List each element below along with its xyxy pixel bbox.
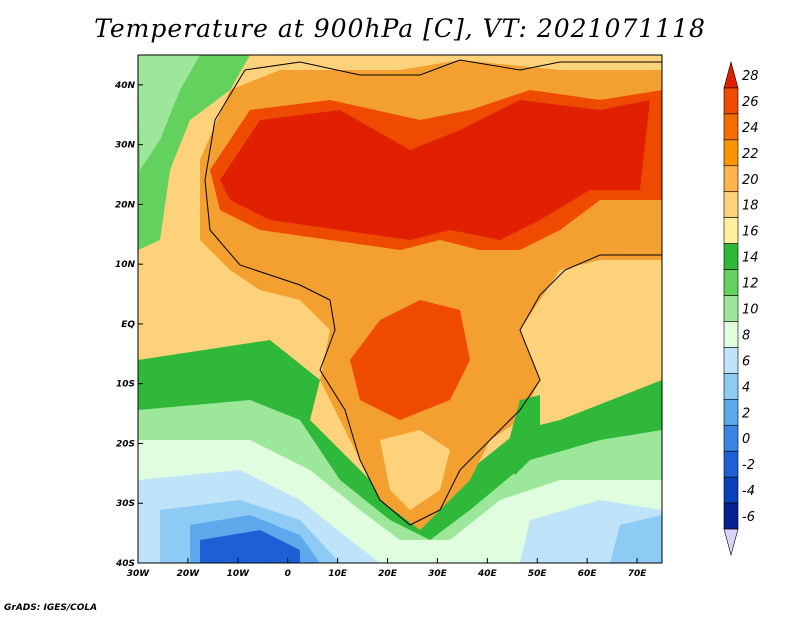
colorbar-label: 14	[742, 251, 759, 266]
colorbar-swatch	[723, 450, 739, 478]
x-tick-label: 60E	[578, 569, 598, 579]
colorbar-label: 4	[742, 380, 750, 395]
x-tick-label: 40E	[477, 569, 498, 579]
y-tick-label: 30N	[115, 141, 136, 151]
colorbar-label: 18	[742, 199, 759, 214]
colorbar-label: 0	[742, 432, 750, 447]
colorbar-swatch	[723, 139, 739, 167]
y-tick-label: EQ	[121, 320, 135, 330]
colorbar-label: 10	[742, 303, 759, 318]
x-tick-label: 20W	[177, 569, 201, 579]
colorbar-label: 28	[742, 69, 759, 84]
colorbar-label: 20	[742, 173, 759, 188]
colorbar-swatch	[723, 113, 739, 141]
colorbar-swatch	[723, 295, 739, 322]
x-tick-label: 20E	[378, 569, 398, 579]
x-tick-label: 70E	[628, 569, 648, 579]
colorbar-label: 6	[742, 354, 750, 369]
x-tick-label: 10W	[227, 569, 251, 579]
colorbar-swatch	[723, 165, 739, 193]
colorbar-swatch	[723, 269, 739, 296]
y-tick-label: 40N	[114, 81, 136, 91]
colorbar-label: -4	[742, 484, 755, 499]
colorbar-swatch	[723, 424, 739, 452]
colorbar-swatch	[723, 502, 739, 530]
colorbar-swatch	[723, 399, 739, 426]
coastline-north	[244, 59, 662, 76]
colorbar-swatch	[723, 217, 739, 244]
colorbar-swatch	[723, 191, 739, 218]
temperature-field	[138, 55, 662, 563]
x-tick-label: 0	[285, 569, 291, 579]
x-tick-label: 50E	[528, 569, 548, 579]
y-axis-ticks: 40N 30N 20N 10N EQ 10S 20S 30S 40S	[114, 81, 143, 569]
colorbar-label: 24	[742, 121, 759, 136]
y-tick-label: 30S	[116, 499, 135, 509]
colorbar-swatch	[723, 321, 739, 348]
colorbar-swatch	[723, 60, 739, 89]
x-tick-label: 30E	[428, 569, 448, 579]
credit-text: GrADS: IGES/COLA	[4, 603, 98, 613]
x-tick-label: 10E	[328, 569, 348, 579]
colorbar-swatch	[723, 476, 739, 504]
colorbar-label: 2	[742, 406, 750, 421]
colorbar-label: -6	[742, 510, 755, 525]
map-title: Temperature at 900hPa [C], VT: 202107111…	[94, 14, 706, 43]
colorbar-swatch	[723, 87, 739, 115]
y-tick-label: 20N	[115, 200, 136, 210]
coastline	[204, 69, 662, 526]
colorbar-label: -2	[742, 458, 755, 473]
colorbar-label: 8	[742, 328, 750, 343]
y-tick-label: 40S	[115, 559, 135, 569]
x-axis-ticks: 30W 20W 10W 0 10E 20E 30E 40E 50E 60E 70E	[127, 558, 647, 579]
colorbar-swatch	[723, 347, 739, 374]
colorbar-swatch	[723, 243, 739, 270]
plot-frame	[137, 54, 663, 564]
y-tick-label: 10N	[115, 260, 136, 270]
colorbar-label: 22	[742, 147, 759, 162]
colorbar-swatch	[723, 373, 739, 400]
colorbar-swatch	[723, 528, 739, 557]
colorbar-label: 12	[742, 277, 759, 292]
x-tick-label: 30W	[127, 569, 151, 579]
y-tick-label: 10S	[116, 380, 135, 390]
colorbar-label: 16	[742, 225, 759, 240]
y-tick-label: 20S	[116, 439, 135, 449]
colorbar-label: 26	[742, 95, 759, 110]
